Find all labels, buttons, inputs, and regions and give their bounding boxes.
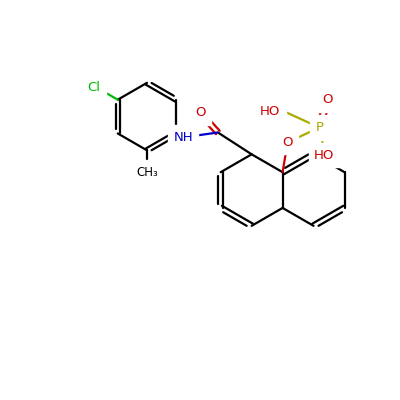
Text: O: O <box>282 136 293 149</box>
Text: Cl: Cl <box>88 81 100 94</box>
Text: P: P <box>315 121 323 134</box>
Text: HO: HO <box>260 105 281 118</box>
Text: NH: NH <box>173 131 193 144</box>
Text: CH₃: CH₃ <box>136 166 158 179</box>
Text: O: O <box>322 93 332 106</box>
Text: HO: HO <box>314 149 334 162</box>
Text: O: O <box>195 106 205 119</box>
